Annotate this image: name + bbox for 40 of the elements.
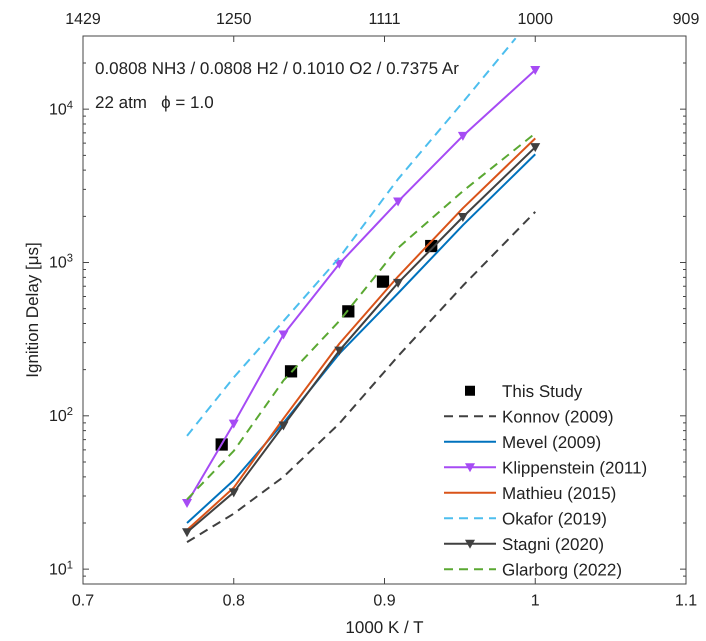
- point: [458, 212, 468, 222]
- text: 1429: [65, 11, 101, 28]
- y-tick-label: 10$^{3}$: [48, 252, 73, 272]
- x-axis-title: 1000 K / T: [345, 618, 424, 637]
- text: 1111: [368, 11, 401, 28]
- text: 1000: [517, 11, 554, 28]
- x-tick-label: 1.1: [674, 592, 698, 610]
- x-tick-label: 0.7: [72, 592, 94, 610]
- annotation: 22 atm ϕ = 1.0: [95, 93, 214, 112]
- point: [228, 488, 239, 498]
- point: [530, 143, 540, 152]
- x-tick-label: 0.9: [373, 592, 396, 610]
- legend-label: Konnov (2009): [502, 407, 614, 426]
- point: [182, 499, 192, 508]
- legend-label: Glarborg (2022): [502, 560, 622, 580]
- annotation: 0.0808 NH3 / 0.0808 H2 / 0.1010 O2 / 0.7375 Ar: [95, 59, 460, 78]
- y-tick-label: 10$^{1}$: [48, 559, 73, 578]
- point: [376, 276, 390, 288]
- x-tick-label: 0.8: [222, 592, 245, 610]
- legend-label: This Study: [502, 382, 583, 401]
- point: [458, 132, 468, 141]
- x-tick-label: 1: [530, 592, 540, 610]
- point: [228, 420, 239, 429]
- point: [393, 197, 404, 206]
- y-axis-title: Ignition Delay [μs]: [23, 242, 42, 378]
- text: 1250: [216, 11, 252, 28]
- point: [278, 330, 288, 340]
- point: [530, 66, 540, 76]
- legend-label: Stagni (2020): [502, 534, 604, 554]
- legend-label: Klippenstein (2011): [502, 458, 648, 478]
- point: [182, 528, 192, 538]
- text: 909: [672, 11, 700, 28]
- y-tick-label: 10$^{4}$: [48, 99, 73, 118]
- point: [334, 346, 344, 356]
- legend-label: Mevel (2009): [502, 432, 602, 452]
- legend-label: Okafor (2019): [502, 509, 607, 528]
- y-tick-label: 10$^{2}$: [48, 406, 73, 425]
- legend-label: Mathieu (2015): [502, 484, 616, 503]
- point: [393, 278, 404, 288]
- point: [278, 421, 288, 430]
